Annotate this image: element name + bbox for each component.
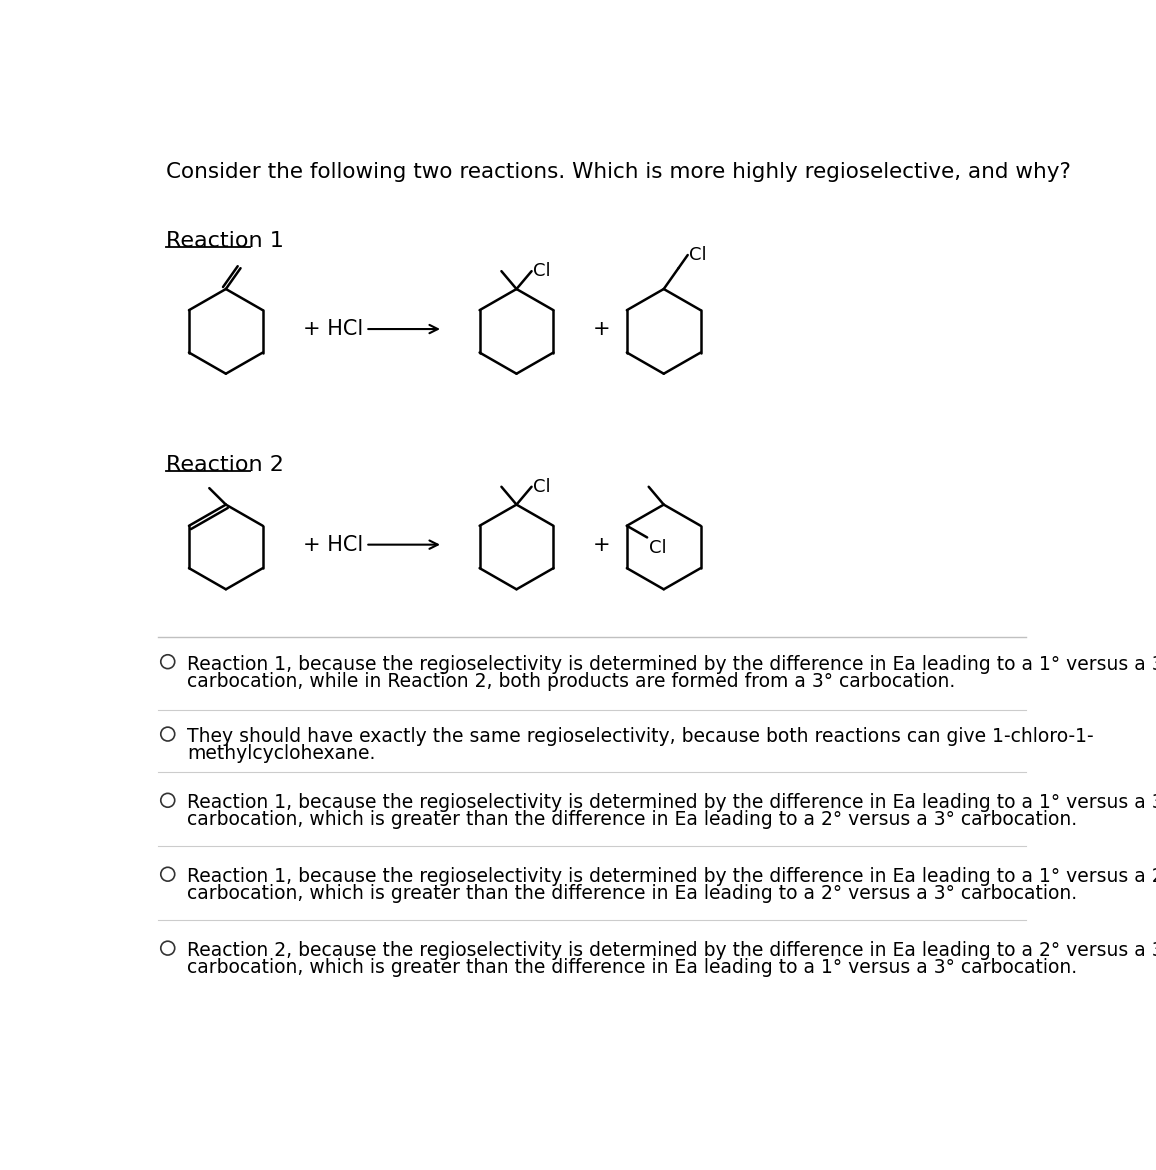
Text: +: + bbox=[593, 319, 610, 339]
Circle shape bbox=[161, 867, 175, 881]
Text: Cl: Cl bbox=[689, 246, 706, 264]
Text: carbocation, which is greater than the difference in Ea leading to a 2° versus a: carbocation, which is greater than the d… bbox=[187, 885, 1077, 903]
Text: Cl: Cl bbox=[533, 477, 550, 496]
Text: Reaction 1, because the regioselectivity is determined by the difference in Ea l: Reaction 1, because the regioselectivity… bbox=[187, 793, 1156, 812]
Circle shape bbox=[161, 941, 175, 955]
Text: Consider the following two reactions. Which is more highly regioselective, and w: Consider the following two reactions. Wh… bbox=[166, 161, 1072, 183]
Text: carbocation, while in Reaction 2, both products are formed from a 3° carbocation: carbocation, while in Reaction 2, both p… bbox=[187, 672, 955, 690]
Text: Reaction 2, because the regioselectivity is determined by the difference in Ea l: Reaction 2, because the regioselectivity… bbox=[187, 941, 1156, 961]
Text: Cl: Cl bbox=[649, 539, 666, 557]
Circle shape bbox=[161, 727, 175, 741]
Text: + HCl: + HCl bbox=[303, 319, 364, 339]
Text: Cl: Cl bbox=[533, 262, 550, 280]
Text: +: + bbox=[593, 535, 610, 555]
Text: They should have exactly the same regioselectivity, because both reactions can g: They should have exactly the same regios… bbox=[187, 727, 1094, 746]
Text: methylcyclohexane.: methylcyclohexane. bbox=[187, 744, 376, 763]
Circle shape bbox=[161, 655, 175, 668]
Text: Reaction 1, because the regioselectivity is determined by the difference in Ea l: Reaction 1, because the regioselectivity… bbox=[187, 867, 1156, 887]
Text: carbocation, which is greater than the difference in Ea leading to a 1° versus a: carbocation, which is greater than the d… bbox=[187, 958, 1077, 977]
Text: Reaction 1, because the regioselectivity is determined by the difference in Ea l: Reaction 1, because the regioselectivity… bbox=[187, 655, 1156, 674]
Text: carbocation, which is greater than the difference in Ea leading to a 2° versus a: carbocation, which is greater than the d… bbox=[187, 811, 1077, 830]
Circle shape bbox=[161, 793, 175, 807]
Text: Reaction 2: Reaction 2 bbox=[166, 455, 284, 475]
Text: + HCl: + HCl bbox=[303, 535, 364, 555]
Text: Reaction 1: Reaction 1 bbox=[166, 232, 284, 252]
